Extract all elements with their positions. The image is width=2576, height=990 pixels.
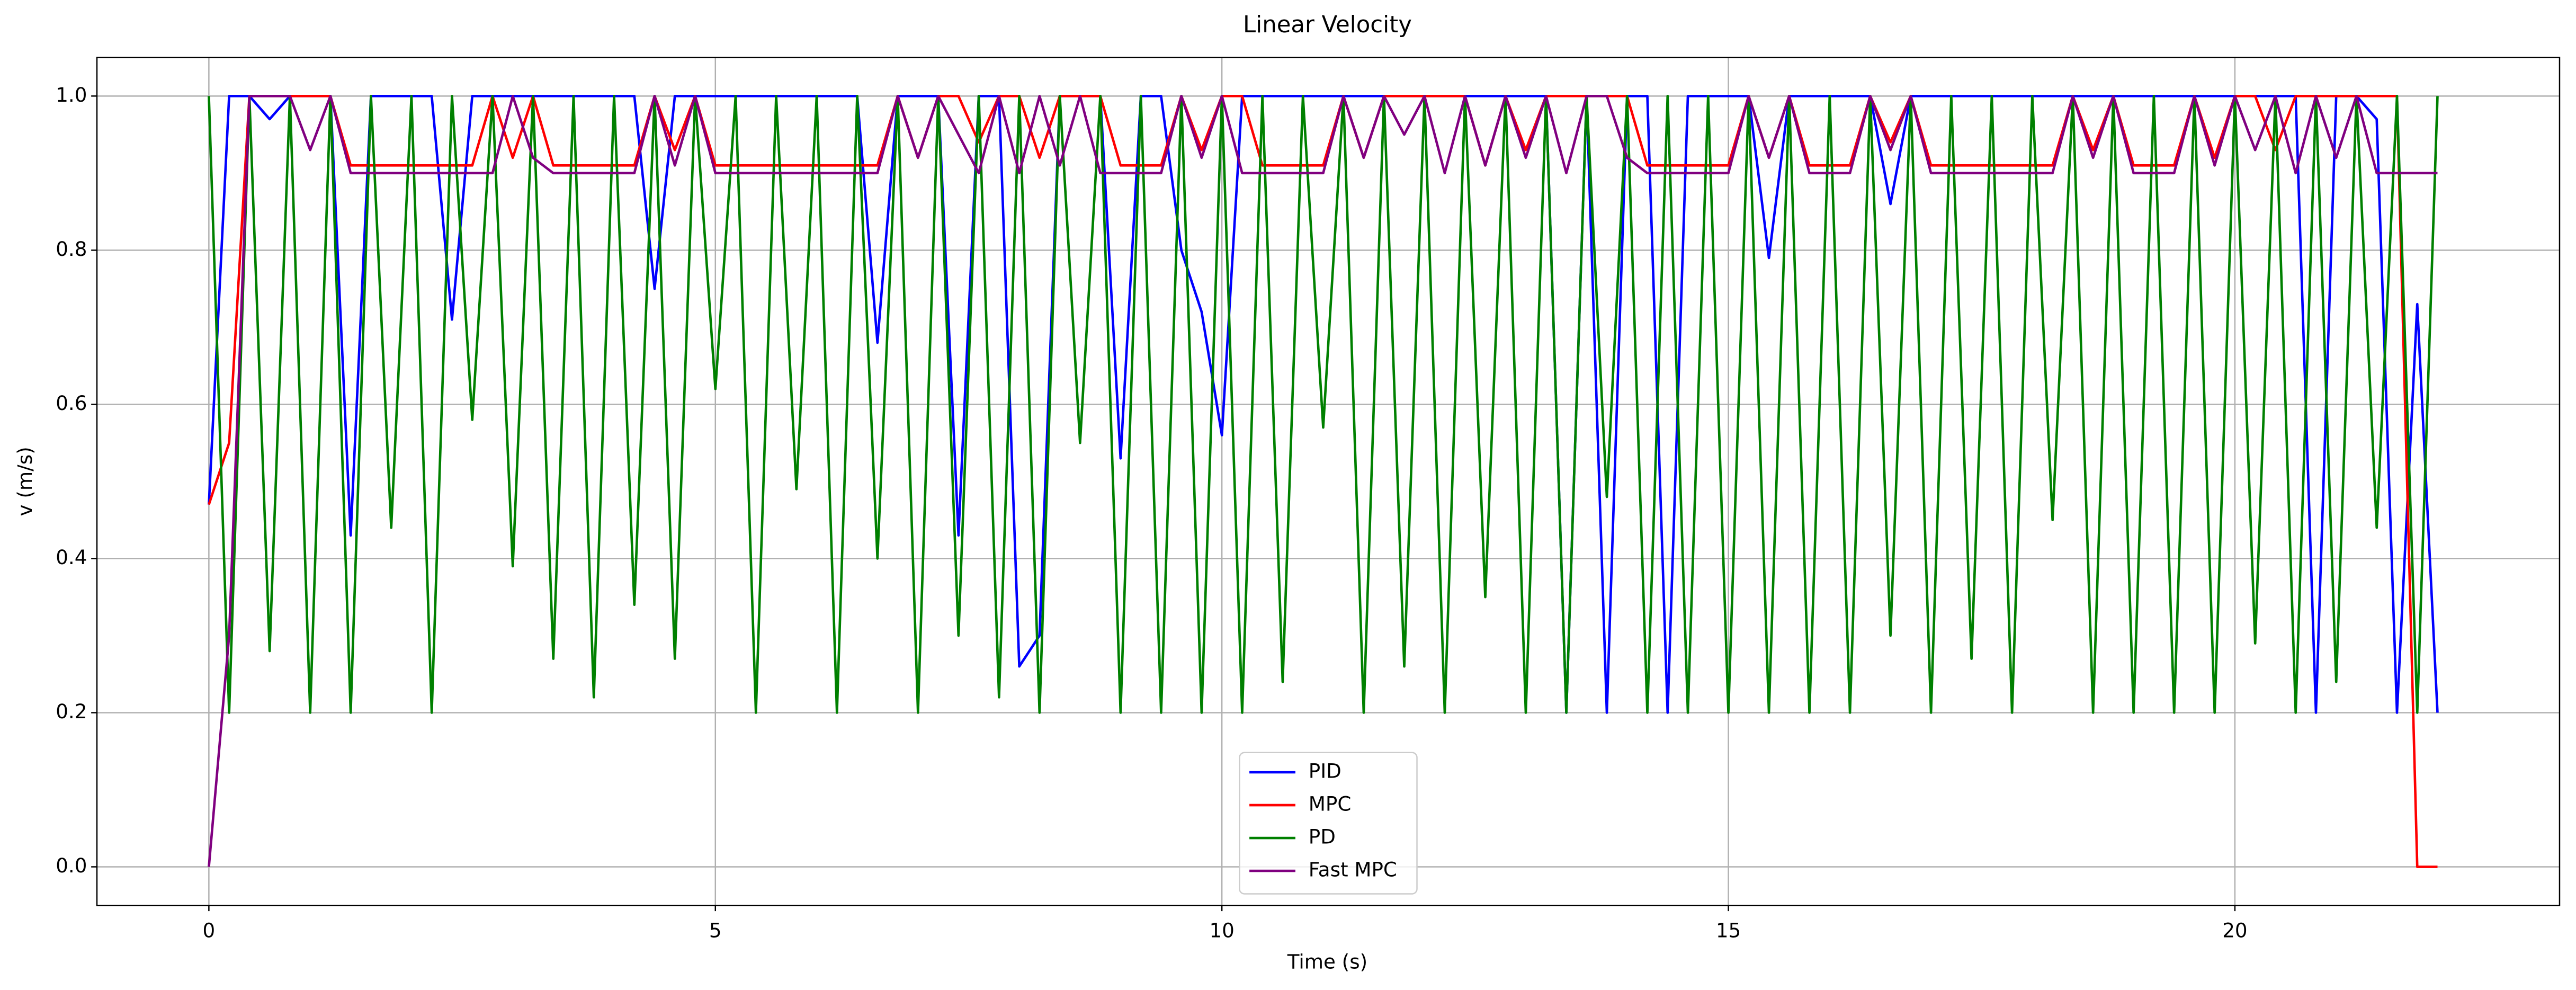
y-tick-label: 0.0 [56, 854, 87, 877]
x-tick-label: 0 [203, 918, 216, 942]
x-axis-label: Time (s) [1287, 950, 1367, 973]
y-tick-label: 1.0 [56, 83, 87, 106]
x-tick-label: 20 [2222, 918, 2247, 942]
x-tick-label: 15 [1716, 918, 1741, 942]
y-tick-label: 0.8 [56, 237, 87, 261]
legend-box [1239, 752, 1418, 895]
x-tick-label: 10 [1209, 918, 1234, 942]
line-series [208, 94, 2438, 868]
legend-label: Fast MPC [1309, 858, 1397, 881]
line-series [208, 94, 2439, 714]
chart-title: Linear Velocity [1243, 12, 1412, 38]
y-tick-label: 0.6 [56, 391, 87, 415]
x-tick-label: 5 [709, 918, 722, 942]
plot-frame [96, 57, 2561, 906]
legend-label: PD [1309, 825, 1336, 849]
y-tick-label: 0.4 [56, 546, 87, 569]
line-series [208, 94, 2438, 867]
legend-label: PID [1309, 759, 1341, 782]
y-axis-label: v (m/s) [13, 447, 37, 516]
legend-label: MPC [1309, 792, 1352, 816]
line-series [208, 94, 2439, 714]
y-tick-label: 0.2 [56, 700, 87, 723]
